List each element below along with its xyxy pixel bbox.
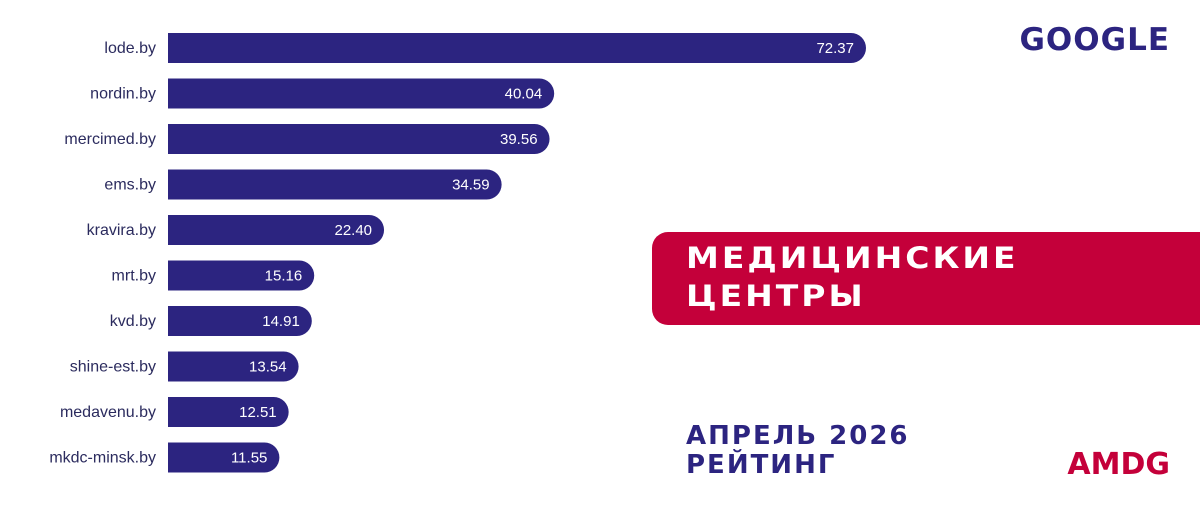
bar-base-mkdc-minsk.by [168, 442, 198, 473]
category-label: shine-est.by [70, 359, 156, 376]
bar-base-kravira.by [168, 215, 198, 245]
banner-line-1: МЕДИЦИНСКИЕ [686, 240, 1019, 276]
value-label: 22.40 [334, 222, 372, 239]
value-label: 15.16 [265, 268, 303, 285]
bar-mercimed.by [168, 124, 550, 154]
category-label: mrt.by [112, 268, 156, 285]
bar-ems.by [168, 169, 502, 200]
banner-line-2: ЦЕНТРЫ [686, 278, 866, 314]
bar-lode.by [168, 33, 866, 63]
value-label: 34.59 [452, 177, 490, 194]
bar-base-lode.by [168, 33, 198, 63]
value-label: 12.51 [239, 404, 277, 421]
category-label: lode.by [104, 40, 156, 57]
bar-mrt.by [168, 260, 315, 291]
bar-base-mrt.by [168, 260, 198, 291]
period-block: АПРЕЛЬ 2026 РЕЙТИНГ [686, 422, 910, 480]
value-label: 40.04 [505, 86, 543, 103]
bar-medavenu.by [168, 397, 289, 427]
value-label: 39.56 [500, 131, 538, 148]
bar-kravira.by [168, 215, 385, 245]
bar-shine-est.by [168, 351, 299, 382]
category-label: kvd.by [110, 313, 156, 330]
bar-base-ems.by [168, 169, 198, 200]
category-label: medavenu.by [60, 404, 156, 421]
bar-base-shine-est.by [168, 351, 198, 382]
bar-base-nordin.by [168, 78, 198, 109]
value-label: 72.37 [816, 40, 854, 57]
bar-base-medavenu.by [168, 397, 198, 427]
value-label: 14.91 [262, 313, 300, 330]
category-banner: МЕДИЦИНСКИЕ ЦЕНТРЫ [652, 232, 1200, 325]
bar-base-mercimed.by [168, 124, 198, 154]
value-label: 13.54 [249, 359, 287, 376]
bar-kvd.by [168, 306, 312, 336]
category-label: mkdc-minsk.by [49, 450, 156, 467]
category-label: mercimed.by [64, 131, 156, 148]
category-label: kravira.by [87, 222, 156, 239]
bar-nordin.by [168, 78, 555, 109]
search-engine-title: GOOGLE [1019, 22, 1170, 58]
category-label: nordin.by [90, 86, 156, 103]
period-label: РЕЙТИНГ [686, 450, 837, 480]
amdg-logo: AMDG [1067, 447, 1170, 482]
category-label: ems.by [104, 177, 156, 194]
value-label: 11.55 [231, 450, 267, 467]
period-date: АПРЕЛЬ 2026 [686, 421, 910, 451]
bar-base-kvd.by [168, 306, 198, 336]
